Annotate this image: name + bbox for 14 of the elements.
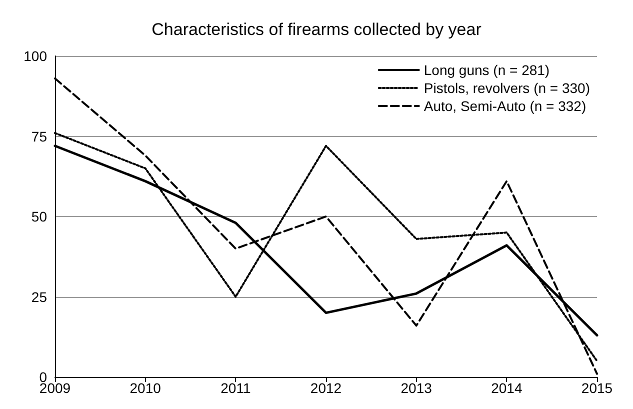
y-tick-label: 50 [31, 208, 48, 224]
y-tick-label: 75 [31, 128, 48, 144]
y-tick-label: 100 [24, 48, 48, 64]
legend-label: Long guns (n = 281) [424, 62, 550, 78]
x-tick-label: 2010 [130, 380, 162, 396]
x-tick-label: 2015 [581, 380, 613, 396]
y-tick-label: 25 [31, 288, 48, 305]
legend-label: Auto, Semi-Auto (n = 332) [424, 98, 586, 114]
x-tick-label: 2014 [491, 380, 522, 396]
x-tick-label: 2012 [310, 380, 342, 396]
chart-title: Characteristics of firearms collected by year [152, 20, 482, 39]
x-tick-label: 2013 [400, 380, 432, 396]
x-tick-label: 2011 [220, 380, 251, 396]
legend-label: Pistols, revolvers (n = 330) [424, 80, 590, 96]
